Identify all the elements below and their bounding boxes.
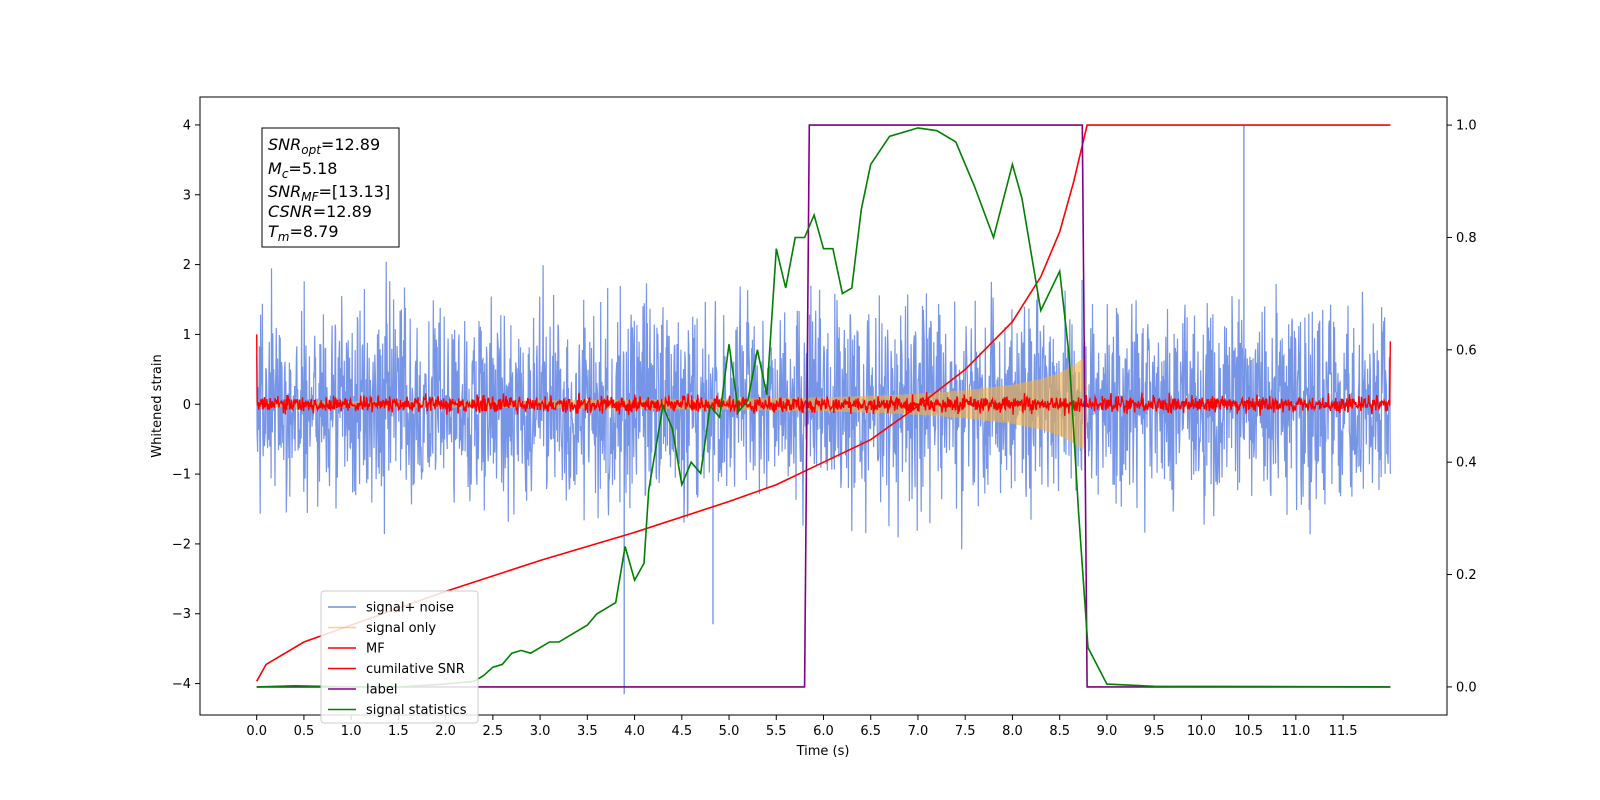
y2-tick-label: 0.2: [1456, 568, 1477, 583]
x-tick-label: 10.5: [1234, 724, 1263, 739]
x-tick-label: 1.0: [341, 724, 362, 739]
y2-tick-label: 0.6: [1456, 343, 1477, 358]
stat-csnr: CSNR=12.89: [268, 202, 372, 221]
x-tick-label: 3.0: [530, 724, 551, 739]
x-tick-label: 6.0: [813, 724, 834, 739]
y-tick-label: 1: [183, 328, 191, 343]
legend-frame: [320, 590, 479, 724]
mf-series: [256, 334, 1392, 416]
x-axis-label: Time (s): [796, 744, 850, 759]
legend-label-signal-noise: signal+ noise: [366, 601, 454, 616]
y-tick-label: −4: [172, 677, 191, 692]
x-tick-label: 10.0: [1187, 724, 1216, 739]
stat-mc: Mc=5.18: [268, 159, 337, 181]
x-tick-label: 9.5: [1144, 724, 1165, 739]
x-tick-label: 7.5: [955, 724, 976, 739]
x-tick-label: 11.0: [1281, 724, 1310, 739]
y-tick-label: −1: [172, 468, 191, 483]
y-axis-right: 0.0 0.2 0.4 0.6 0.8 1.0: [1447, 119, 1477, 695]
label-series: [256, 124, 1391, 688]
stat-tm: Tm=8.79: [268, 222, 339, 244]
x-tick-label: 0.5: [294, 724, 315, 739]
x-tick-label: 3.5: [577, 724, 598, 739]
x-tick-label: 5.0: [719, 724, 740, 739]
y-tick-label: −3: [172, 607, 191, 622]
y2-tick-label: 0.0: [1456, 680, 1477, 695]
x-tick-label: 2.0: [435, 724, 456, 739]
x-tick-label: 2.5: [483, 724, 504, 739]
x-tick-label: 8.0: [1002, 724, 1023, 739]
stats-annotation-box: SNRopt=12.89 Mc=5.18 SNRMF=[13.13] CSNR=…: [261, 127, 400, 248]
x-tick-label: 8.5: [1049, 724, 1070, 739]
legend-label-label: label: [366, 683, 397, 698]
legend-label-cumilative-snr: cumilative SNR: [366, 662, 465, 677]
y-axis-left: −4 −3 −2 −1 0 1 2 3 4: [172, 118, 200, 692]
x-axis: 0.0 0.5 1.0 1.5 2.0 2.5 3.0 3.5 4.0 4.5 5.0 5.5 6.0 6…: [246, 715, 1358, 739]
stat-snr-mf: SNRMF=[13.13]: [268, 182, 390, 204]
legend-label-mf: MF: [366, 642, 385, 657]
x-tick-label: 11.5: [1329, 724, 1358, 739]
y-tick-label: 3: [183, 188, 191, 203]
y2-tick-label: 0.4: [1456, 456, 1477, 471]
stat-snr-opt: SNRopt=12.89: [268, 135, 380, 157]
x-tick-label: 6.5: [860, 724, 881, 739]
y2-tick-label: 1.0: [1456, 119, 1477, 134]
stats-box-frame: [261, 127, 400, 248]
y2-tick-label: 0.8: [1456, 231, 1477, 246]
chart-legend: signal+ noise signal only MF cumilative SNR…: [320, 590, 479, 724]
legend-label-signal-only: signal only: [366, 621, 436, 636]
y-tick-label: −2: [172, 537, 191, 552]
y-tick-label: 2: [183, 258, 191, 273]
legend-label-signal-statistics: signal statistics: [366, 703, 467, 718]
y-axis-label: Whitened strain: [150, 354, 165, 457]
y-tick-label: 4: [183, 118, 191, 133]
x-tick-label: 4.5: [671, 724, 692, 739]
x-tick-label: 7.0: [908, 724, 929, 739]
x-tick-label: 5.5: [766, 724, 787, 739]
x-tick-label: 9.0: [1097, 724, 1118, 739]
x-tick-label: 1.5: [388, 724, 409, 739]
x-tick-label: 4.0: [624, 724, 645, 739]
signal-statistics-series: [256, 127, 1391, 688]
x-tick-label: 0.0: [246, 724, 267, 739]
y-tick-label: 0: [183, 398, 191, 413]
